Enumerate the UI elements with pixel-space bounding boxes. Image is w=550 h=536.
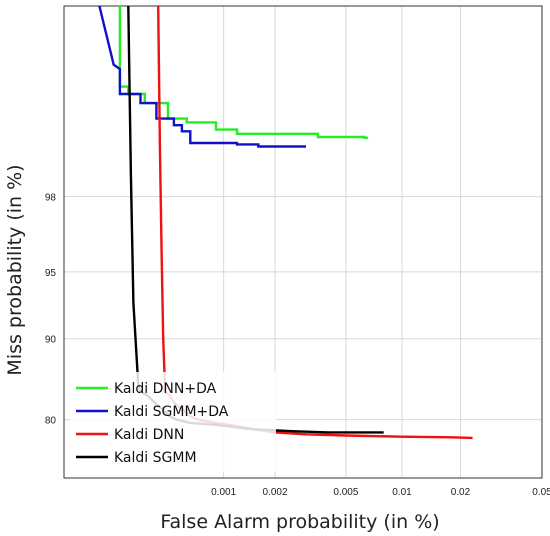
legend-entry: Kaldi DNN+DA bbox=[76, 381, 217, 397]
legend: Kaldi DNN+DA Kaldi SGMM+DA Kaldi DNN Kal… bbox=[70, 372, 276, 472]
x-tick-label: 0.05 bbox=[532, 487, 550, 498]
y-tick-labels: 80 90 95 98 bbox=[45, 193, 57, 427]
legend-entry: Kaldi SGMM+DA bbox=[76, 404, 229, 420]
legend-entry: Kaldi DNN bbox=[76, 427, 184, 443]
y-tick-label: 90 bbox=[45, 335, 57, 346]
legend-label: Kaldi SGMM+DA bbox=[114, 404, 229, 420]
legend-label: Kaldi DNN bbox=[114, 427, 184, 443]
series-line bbox=[98, 6, 306, 148]
x-tick-label: 0.002 bbox=[263, 487, 288, 498]
x-axis-label: False Alarm probability (in %) bbox=[160, 511, 439, 533]
legend-label: Kaldi SGMM bbox=[114, 450, 197, 466]
y-tick-label: 95 bbox=[45, 268, 57, 279]
x-tick-label: 0.001 bbox=[211, 487, 236, 498]
x-tick-label: 0.01 bbox=[392, 487, 412, 498]
x-tick-label: 0.02 bbox=[451, 487, 471, 498]
legend-entry: Kaldi SGMM bbox=[76, 450, 197, 466]
plot-frame bbox=[63, 5, 543, 479]
y-axis-label: Miss probability (in %) bbox=[4, 164, 26, 375]
x-tick-labels: 0.001 0.002 0.005 0.01 0.02 0.05 bbox=[211, 487, 550, 498]
series-line bbox=[127, 6, 384, 434]
y-tick-label: 80 bbox=[45, 416, 57, 427]
legend-label: Kaldi DNN+DA bbox=[114, 381, 217, 397]
x-tick-label: 0.005 bbox=[333, 487, 358, 498]
y-tick-label: 98 bbox=[45, 193, 57, 204]
